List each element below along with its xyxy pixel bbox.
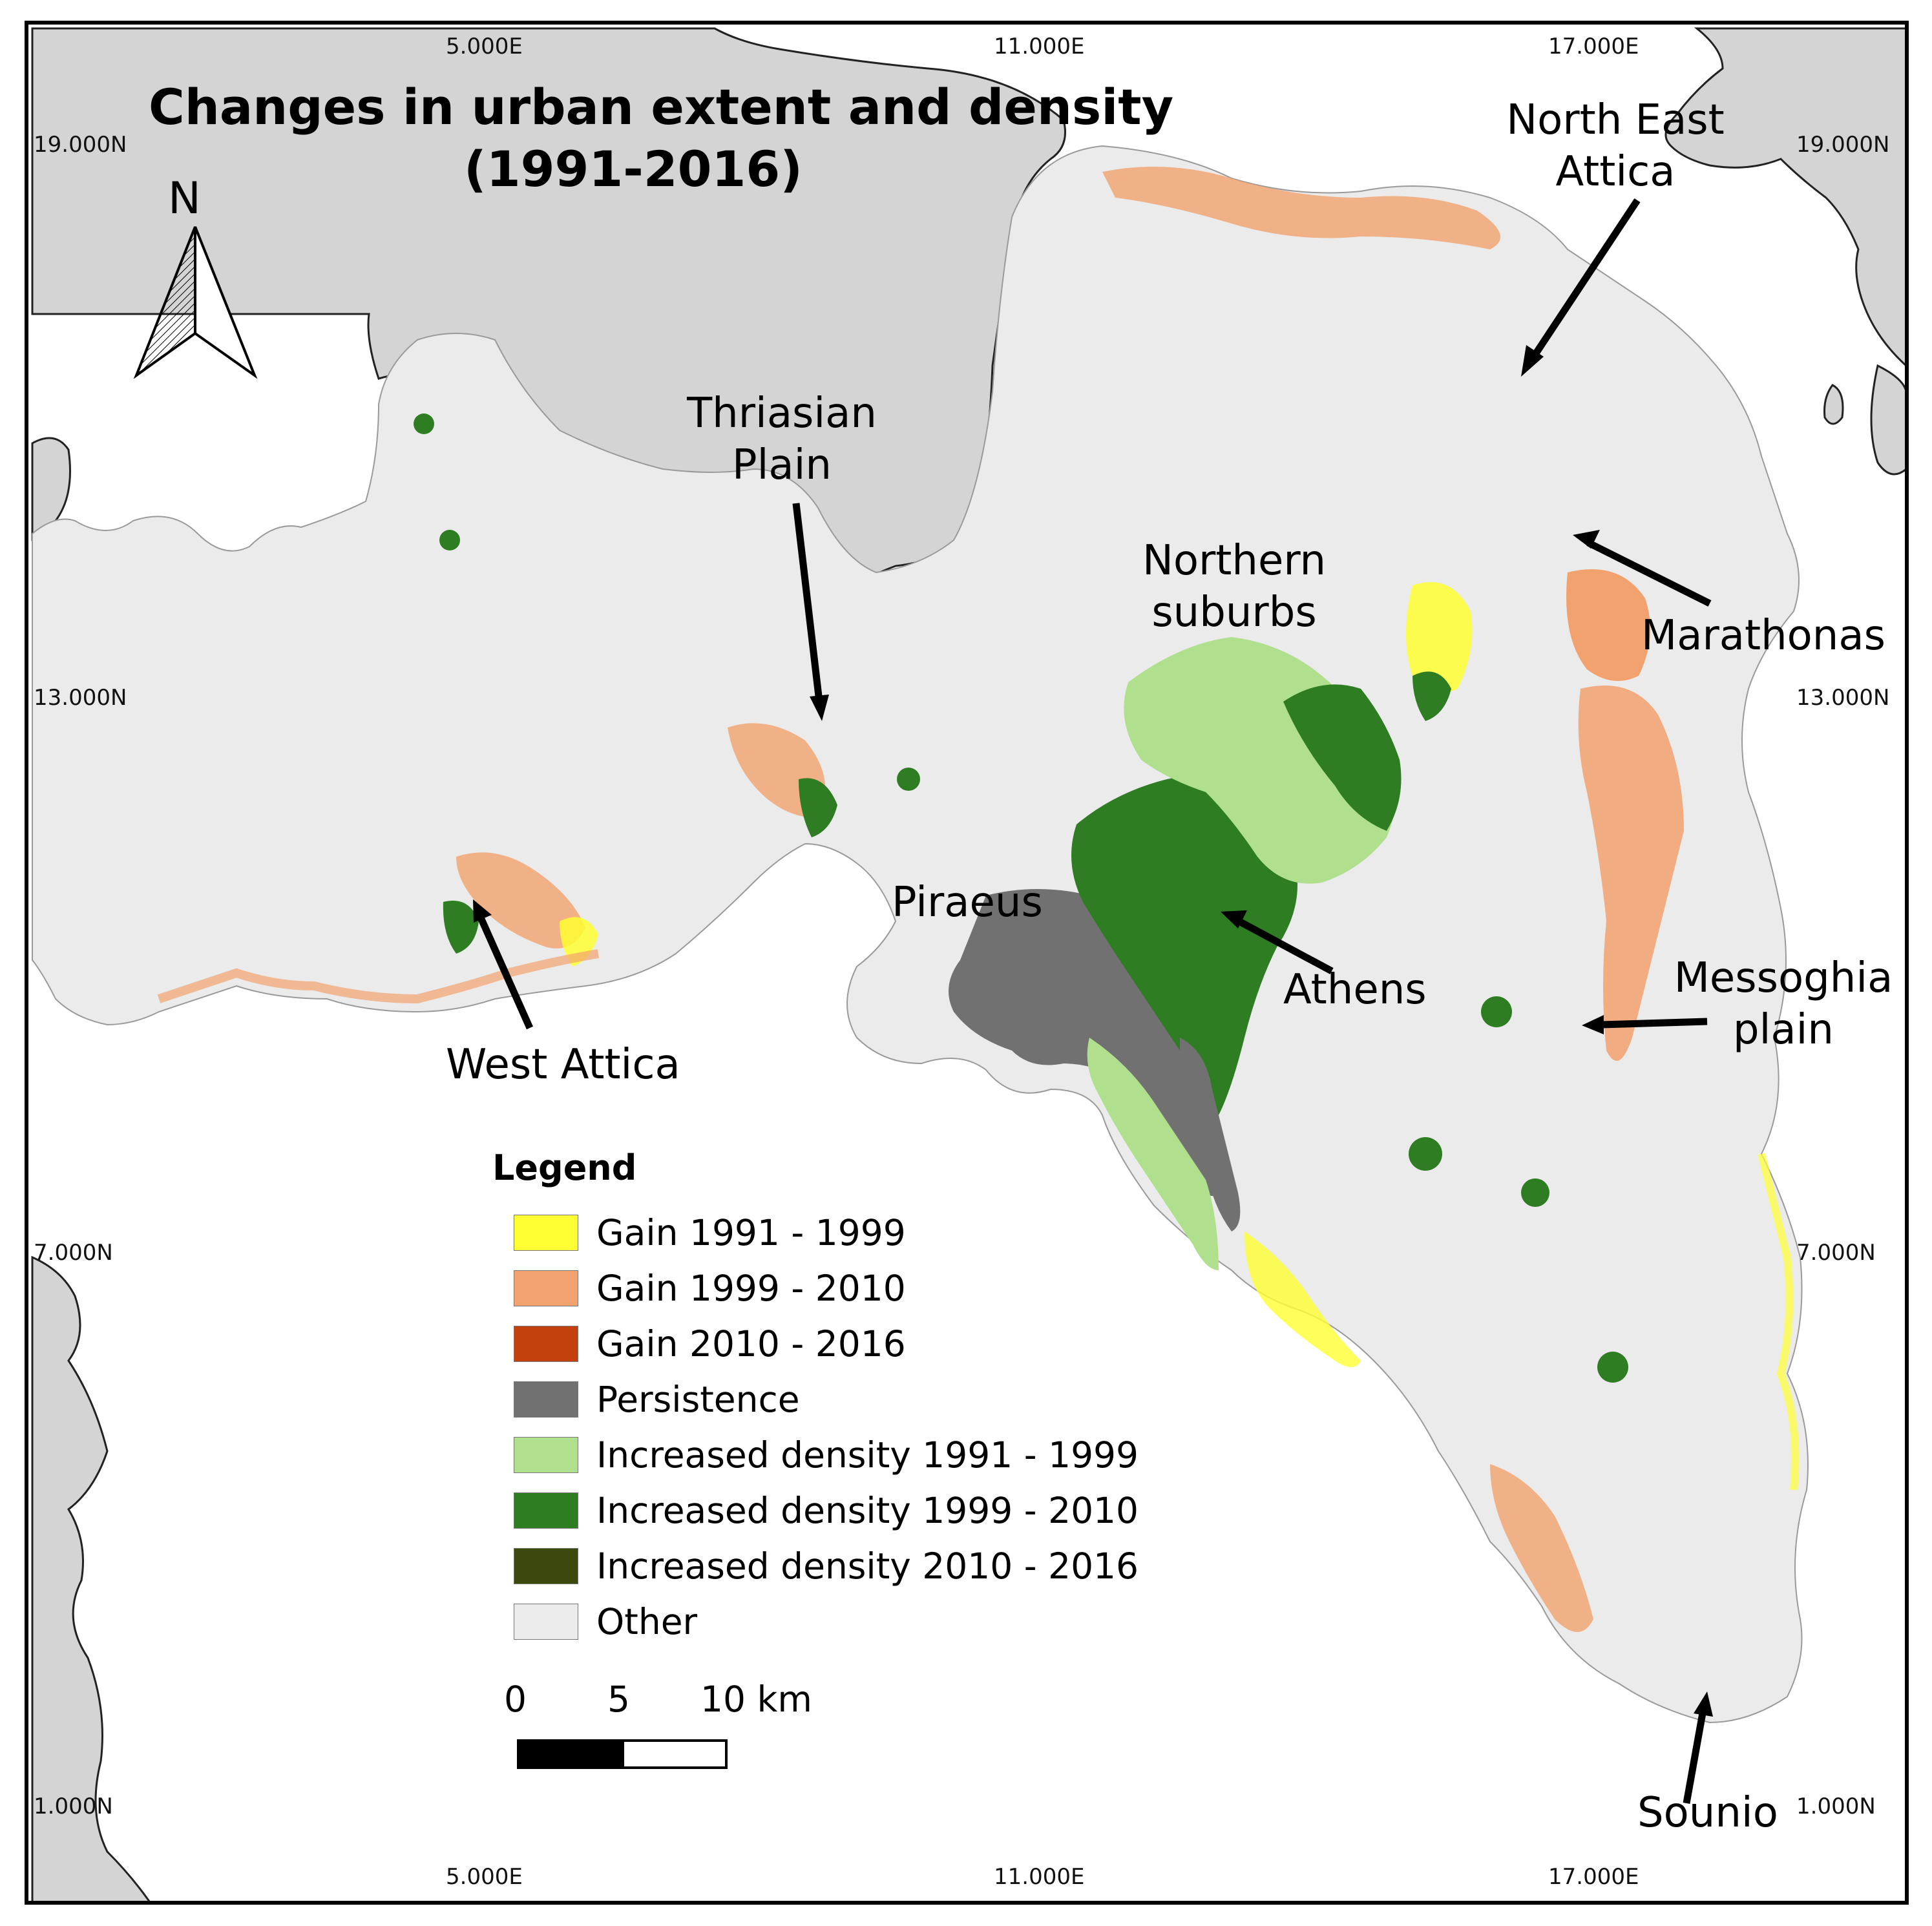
- pointer-arrows: [473, 198, 1713, 1804]
- legend-label: Persistence: [596, 1379, 800, 1420]
- label-messoghia-plain: Messoghia plain: [1654, 952, 1913, 1056]
- label-northern-suburbs-line-2: suburbs: [1151, 589, 1317, 636]
- legend-swatch: [514, 1381, 578, 1418]
- grid-y-label-left-2: 13.000N: [34, 685, 127, 711]
- north-label: N: [168, 173, 201, 224]
- label-sounio: Sounio: [1637, 1789, 1778, 1837]
- legend-swatch: [514, 1437, 578, 1473]
- legend-title: Legend: [492, 1147, 637, 1188]
- legend-swatch: [514, 1492, 578, 1529]
- label-thriasian-plain: Thriasian Plain: [646, 388, 918, 491]
- land-northeast: [1664, 27, 1905, 366]
- arrow-west-attica: [476, 914, 534, 1030]
- grid-x-label-bottom-1: 5.000E: [446, 1864, 523, 1890]
- grid-y-label-left-1: 19.000N: [34, 132, 127, 158]
- label-north-east-attica-line-1: North East: [1506, 96, 1725, 144]
- label-thriasian-plain-line-2: Plain: [732, 441, 832, 489]
- label-messoghia-plain-line-2: plain: [1733, 1006, 1834, 1054]
- map-canvas: [31, 27, 1905, 1901]
- label-west-attica: West Attica: [446, 1041, 680, 1089]
- arrow-messoghia-plain: [1601, 1018, 1708, 1029]
- legend-swatch: [514, 1270, 578, 1306]
- patch-gain-1999-2010-marathon: [1566, 569, 1650, 681]
- patch-density-1999-2010-athens: [1071, 775, 1297, 1115]
- coast-gain-east: [1758, 1153, 1800, 1491]
- north-arrow-icon: [133, 226, 258, 379]
- patch-gain-1999-2010-northeast: [1102, 167, 1500, 249]
- arrow-thriasian-plain: [792, 503, 823, 702]
- patch-density-south-coast: [1087, 1038, 1219, 1270]
- patch-gain-1991-1999-southeast: [1244, 1231, 1361, 1367]
- label-north-east-attica: North East Attica: [1460, 94, 1770, 198]
- label-piraeus: Piraeus: [892, 879, 1043, 926]
- label-northern-suburbs-line-1: Northern: [1142, 537, 1327, 585]
- legend-swatch: [514, 1326, 578, 1362]
- grid-x-label-top-1: 5.000E: [446, 34, 523, 59]
- legend-label: Other: [596, 1601, 698, 1642]
- legend-label: Gain 1991 - 1999: [596, 1212, 906, 1253]
- map-frame: [25, 21, 1909, 1905]
- scale-tick-0: 0: [504, 1679, 527, 1720]
- patch-density-marathon: [1412, 671, 1451, 721]
- patch-gain-1999-2010-eastcoast: [1578, 686, 1684, 1061]
- patch-density-east-town: [1521, 1178, 1549, 1207]
- scale-tick-10: 10 km: [700, 1679, 812, 1720]
- patch-density-north2: [439, 530, 460, 550]
- label-northern-suburbs: Northern suburbs: [1098, 535, 1370, 638]
- label-athens: Athens: [1283, 966, 1427, 1014]
- coast-gain-west: [157, 949, 600, 1004]
- patch-density-keratea: [1409, 1137, 1442, 1171]
- arrow-north-east-attica: [1529, 198, 1641, 362]
- map-title-line-1: Changes in urban extent and density: [149, 78, 1174, 136]
- patch-persistence-south: [1180, 1038, 1241, 1231]
- legend-label: Gain 2010 - 2016: [596, 1323, 906, 1365]
- grid-x-label-bottom-2: 11.000E: [994, 1864, 1085, 1890]
- label-messoghia-plain-line-1: Messoghia: [1674, 954, 1893, 1002]
- land-southwest: [31, 1255, 151, 1901]
- legend-swatch: [514, 1548, 578, 1584]
- grid-y-label-right-2: 13.000N: [1796, 685, 1890, 711]
- arrow-athens: [1235, 917, 1334, 974]
- grid-y-label-left-4: 1.000N: [34, 1794, 113, 1819]
- patch-gain-1991-1999-east: [1406, 582, 1473, 693]
- grid-y-label-right-1: 19.000N: [1796, 132, 1890, 158]
- legend-label: Increased density 1991 - 1999: [596, 1434, 1139, 1476]
- patch-density-n3: [897, 768, 920, 791]
- label-thriasian-plain-line-1: Thriasian: [687, 390, 877, 437]
- grid-y-label-left-3: 7.000N: [34, 1240, 113, 1266]
- land-east-islet: [1823, 384, 1844, 425]
- patch-gain-1999-2010-south: [1490, 1464, 1593, 1632]
- legend-label: Gain 1999 - 2010: [596, 1268, 906, 1309]
- scale-bar: [517, 1739, 728, 1769]
- arrow-marathonas: [1586, 539, 1712, 607]
- map-title-line-2: (1991-2016): [463, 140, 803, 198]
- legend-label: Increased density 2010 - 2016: [596, 1545, 1139, 1587]
- arrow-sounio: [1683, 1709, 1707, 1804]
- grid-x-label-top-3: 17.000E: [1548, 34, 1639, 59]
- patch-density-north: [414, 413, 434, 434]
- patch-density-1999-2010-north: [1283, 684, 1402, 831]
- label-marathonas: Marathonas: [1641, 612, 1885, 660]
- patch-density-messoghia: [1481, 996, 1512, 1027]
- map-title: Changes in urban extent and density (199…: [149, 76, 1174, 200]
- patch-density-west-attica: [443, 901, 479, 954]
- patch-density-thriasian: [799, 778, 837, 837]
- label-north-east-attica-line-2: Attica: [1555, 148, 1675, 196]
- legend-label: Increased density 1999 - 2010: [596, 1490, 1139, 1531]
- land-east-island: [1870, 364, 1905, 476]
- patch-density-lavrio: [1597, 1352, 1628, 1383]
- grid-x-label-top-2: 11.000E: [994, 34, 1085, 59]
- patch-gain-1999-2010-west: [456, 852, 585, 948]
- grid-x-label-bottom-3: 17.000E: [1548, 1864, 1639, 1890]
- scale-tick-5: 5: [607, 1679, 630, 1720]
- grid-y-label-right-3: 7.000N: [1796, 1240, 1876, 1266]
- legend-swatch: [514, 1215, 578, 1251]
- grid-y-label-right-4: 1.000N: [1796, 1794, 1876, 1819]
- legend-swatch: [514, 1604, 578, 1640]
